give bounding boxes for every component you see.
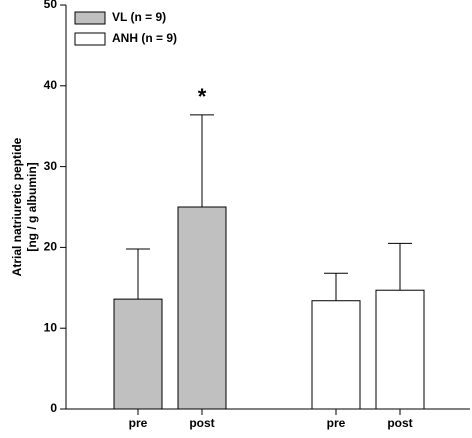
x-tick-label: post: [387, 416, 412, 430]
y-tick-label: 20: [44, 240, 58, 254]
y-tick-label: 40: [44, 78, 58, 92]
y-tick-label: 0: [50, 401, 57, 415]
bar: [177, 206, 227, 410]
legend-label: VL (n = 9): [112, 10, 166, 24]
legend-label: ANH (n = 9): [112, 31, 177, 45]
x-tick-label: pre: [327, 416, 346, 430]
annotation: *: [198, 84, 207, 109]
y-tick-label: 30: [44, 159, 58, 173]
y-axis-label: [ng / g albumin]: [25, 162, 39, 251]
y-tick-label: 50: [44, 0, 58, 11]
bar: [311, 300, 361, 410]
x-tick-label: post: [189, 416, 214, 430]
legend-swatch: [74, 11, 106, 25]
y-axis-label: Atrial natriuretic peptide: [10, 137, 24, 276]
bar: [113, 298, 163, 410]
bar: [375, 289, 425, 410]
y-tick-label: 10: [44, 320, 58, 334]
legend-swatch: [74, 32, 106, 46]
x-tick-label: pre: [129, 416, 148, 430]
